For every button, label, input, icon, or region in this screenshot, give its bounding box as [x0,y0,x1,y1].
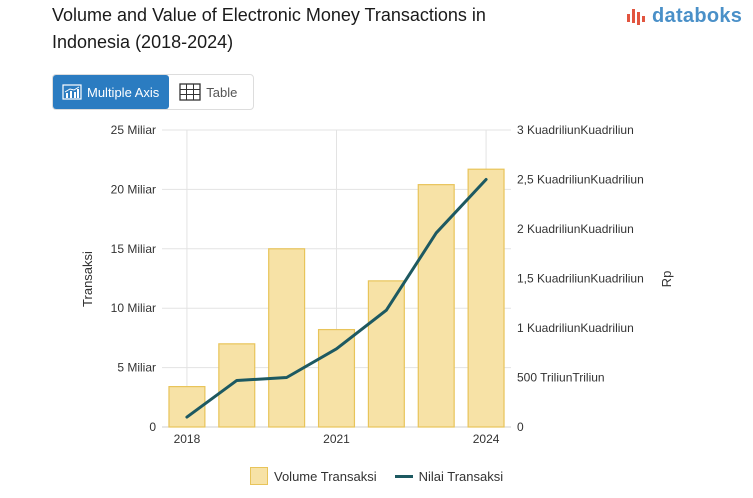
y-tick-left: 0 [149,420,156,434]
legend-label-volume: Volume Transaksi [274,468,377,484]
chart-legend: Volume Transaksi Nilai Transaksi [250,466,521,486]
line-series-nilai [185,178,488,419]
y-axis-right-title: Rp [659,271,674,288]
bar [218,343,256,428]
y-tick-right: 0 [517,420,524,434]
legend-label-nilai: Nilai Transaksi [418,468,504,484]
y-tick-left: 20 Miliar [111,182,156,196]
databoks-logo[interactable]: databoks [626,4,742,28]
chart-icon [62,84,82,100]
table-label: Table [206,84,238,100]
view-toggle: Multiple Axis Table [52,74,254,110]
y-tick-right: 2 KuadriliunKuadriliun [517,222,634,236]
bar [417,184,455,428]
y-axis-left-title: Transaksi [80,251,95,307]
bar [268,248,306,428]
table-button[interactable]: Table [169,75,247,109]
y-tick-right: 1,5 KuadriliunKuadriliun [517,272,644,286]
y-tick-right: 3 KuadriliunKuadriliun [517,123,634,137]
legend-swatch-bar [250,467,268,485]
legend-item-volume[interactable]: Volume Transaksi [250,467,377,485]
y-tick-left: 10 Miliar [111,301,156,315]
y-tick-right: 1 KuadriliunKuadriliun [517,321,634,335]
multiple-axis-button[interactable]: Multiple Axis [53,75,170,109]
x-tick: 2018 [174,432,201,446]
bar [467,168,505,428]
y-tick-left: 5 Miliar [117,361,156,375]
logo-text: databoks [652,4,743,27]
x-tick: 2024 [473,432,500,446]
legend-swatch-line [394,474,413,478]
y-tick-right: 2,5 KuadriliunKuadriliun [517,173,644,187]
y-tick-left: 15 Miliar [111,242,156,256]
logo-bars-icon [627,9,645,25]
chart-title: Volume and Value of Electronic Money Tra… [52,5,486,52]
y-tick-left: 25 Miliar [111,123,156,137]
table-icon [179,83,201,101]
x-tick: 2021 [323,432,350,446]
bar [317,328,356,428]
multiple-axis-label: Multiple Axis [87,84,160,100]
y-tick-right: 500 TriliunTriliun [517,371,605,385]
bar [367,280,405,428]
legend-item-nilai[interactable]: Nilai Transaksi [394,468,504,484]
